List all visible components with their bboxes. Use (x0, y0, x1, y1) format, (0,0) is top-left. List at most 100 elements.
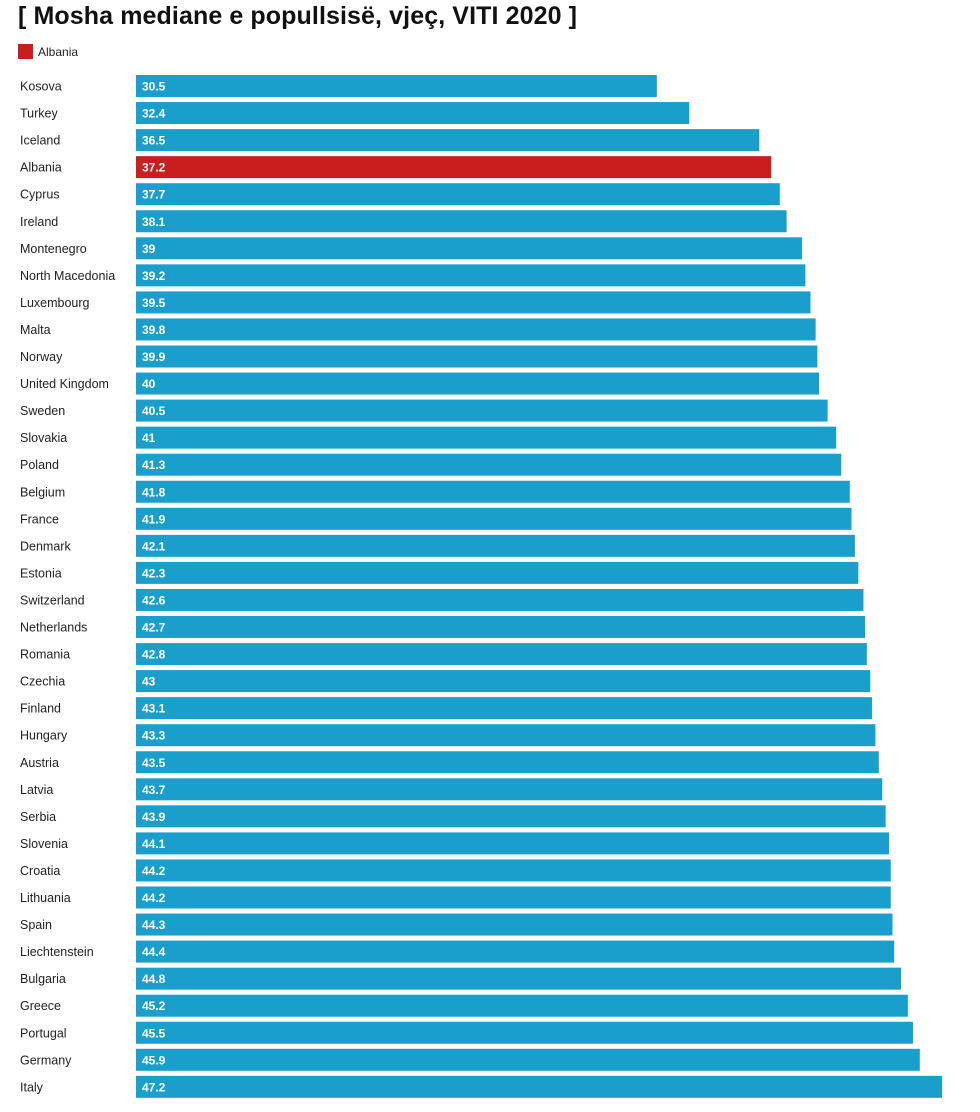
bar-united-kingdom (136, 372, 820, 395)
value-label-turkey: 32.4 (142, 107, 166, 121)
category-label-france: France (20, 512, 59, 526)
category-label-kosova: Kosova (20, 80, 62, 94)
value-label-poland: 41.3 (142, 458, 166, 472)
bar-hungary (136, 724, 876, 747)
bar-serbia (136, 805, 886, 828)
category-label-malta: Malta (20, 323, 51, 337)
category-label-netherlands: Netherlands (20, 621, 87, 635)
bar-slovakia (136, 426, 837, 449)
value-label-slovakia: 41 (142, 431, 156, 445)
bar-austria (136, 751, 879, 774)
bar-romania (136, 643, 867, 666)
value-label-norway: 39.9 (142, 350, 166, 364)
category-label-iceland: Iceland (20, 134, 60, 148)
bar-croatia (136, 859, 891, 882)
category-label-croatia: Croatia (20, 864, 60, 878)
bar-france (136, 507, 852, 530)
category-label-turkey: Turkey (20, 107, 58, 121)
bar-ireland (136, 210, 787, 233)
value-label-estonia: 42.3 (142, 566, 166, 580)
bar-latvia (136, 778, 883, 801)
bar-netherlands (136, 616, 866, 638)
value-label-sweden: 40.5 (142, 404, 166, 418)
bar-czechia (136, 670, 871, 693)
category-label-hungary: Hungary (20, 729, 68, 743)
value-label-montenegro: 39 (142, 242, 156, 256)
legend: Albania (18, 44, 78, 59)
value-label-cyprus: 37.7 (142, 188, 166, 202)
bar-malta (136, 318, 816, 341)
category-label-luxembourg: Luxembourg (20, 296, 90, 310)
value-label-switzerland: 42.6 (142, 593, 166, 607)
value-label-luxembourg: 39.5 (142, 296, 166, 310)
bar-switzerland (136, 588, 864, 611)
bar-italy (136, 1075, 942, 1098)
category-label-greece: Greece (20, 999, 61, 1013)
value-label-germany: 45.9 (142, 1053, 166, 1067)
bar-turkey (136, 102, 690, 125)
value-label-finland: 43.1 (142, 702, 166, 716)
category-label-bulgaria: Bulgaria (20, 972, 66, 986)
value-label-iceland: 36.5 (142, 134, 166, 148)
bar-kosova (136, 75, 657, 97)
category-label-united-kingdom: United Kingdom (20, 377, 109, 391)
value-label-romania: 42.8 (142, 648, 166, 662)
category-label-montenegro: Montenegro (20, 242, 87, 256)
category-label-albania: Albania (20, 161, 62, 175)
value-label-czechia: 43 (142, 675, 156, 689)
bar-slovenia (136, 832, 890, 855)
value-label-albania: 37.2 (142, 161, 166, 175)
bar-cyprus (136, 183, 780, 206)
value-label-bulgaria: 44.8 (142, 972, 166, 986)
bar-bulgaria (136, 967, 902, 990)
bar-denmark (136, 534, 855, 557)
value-label-hungary: 43.3 (142, 729, 166, 743)
category-label-serbia: Serbia (20, 810, 56, 824)
value-label-denmark: 42.1 (142, 539, 166, 553)
bar-albania (136, 156, 772, 179)
value-label-france: 41.9 (142, 512, 166, 526)
value-label-belgium: 41.8 (142, 485, 166, 499)
category-label-poland: Poland (20, 458, 59, 472)
category-label-norway: Norway (20, 350, 63, 364)
category-label-denmark: Denmark (20, 539, 71, 553)
category-label-finland: Finland (20, 702, 61, 716)
value-label-ireland: 38.1 (142, 215, 166, 229)
bar-portugal (136, 1021, 913, 1044)
category-label-czechia: Czechia (20, 675, 65, 689)
category-label-north-macedonia: North Macedonia (20, 269, 115, 283)
category-label-germany: Germany (20, 1053, 72, 1067)
bar-greece (136, 994, 908, 1017)
bar-belgium (136, 480, 850, 503)
value-label-portugal: 45.5 (142, 1026, 166, 1040)
bar-lithuania (136, 886, 891, 909)
value-label-slovenia: 44.1 (142, 837, 166, 851)
chart-title: [ Mosha mediane e popullsisë, vjeç, VITI… (18, 2, 578, 30)
bar-liechtenstein (136, 940, 895, 963)
value-label-united-kingdom: 40 (142, 377, 156, 391)
bar-norway (136, 345, 818, 368)
category-label-spain: Spain (20, 918, 52, 932)
category-label-sweden: Sweden (20, 404, 65, 418)
legend-label-albania: Albania (38, 44, 79, 59)
bar-luxembourg (136, 291, 811, 314)
bar-montenegro (136, 237, 802, 260)
category-label-belgium: Belgium (20, 485, 65, 499)
bar-poland (136, 453, 842, 476)
value-label-kosova: 30.5 (142, 80, 166, 94)
bar-finland (136, 697, 872, 720)
category-label-lithuania: Lithuania (20, 891, 71, 905)
category-label-slovakia: Slovakia (20, 431, 67, 445)
category-label-ireland: Ireland (20, 215, 58, 229)
category-label-italy: Italy (20, 1080, 44, 1094)
value-label-austria: 43.5 (142, 756, 166, 770)
category-label-latvia: Latvia (20, 783, 53, 797)
value-label-greece: 45.2 (142, 999, 166, 1013)
value-label-serbia: 43.9 (142, 810, 166, 824)
bar-sweden (136, 399, 828, 422)
value-label-italy: 47.2 (142, 1080, 166, 1094)
bar-germany (136, 1048, 920, 1071)
value-label-latvia: 43.7 (142, 783, 166, 797)
category-label-portugal: Portugal (20, 1026, 67, 1040)
